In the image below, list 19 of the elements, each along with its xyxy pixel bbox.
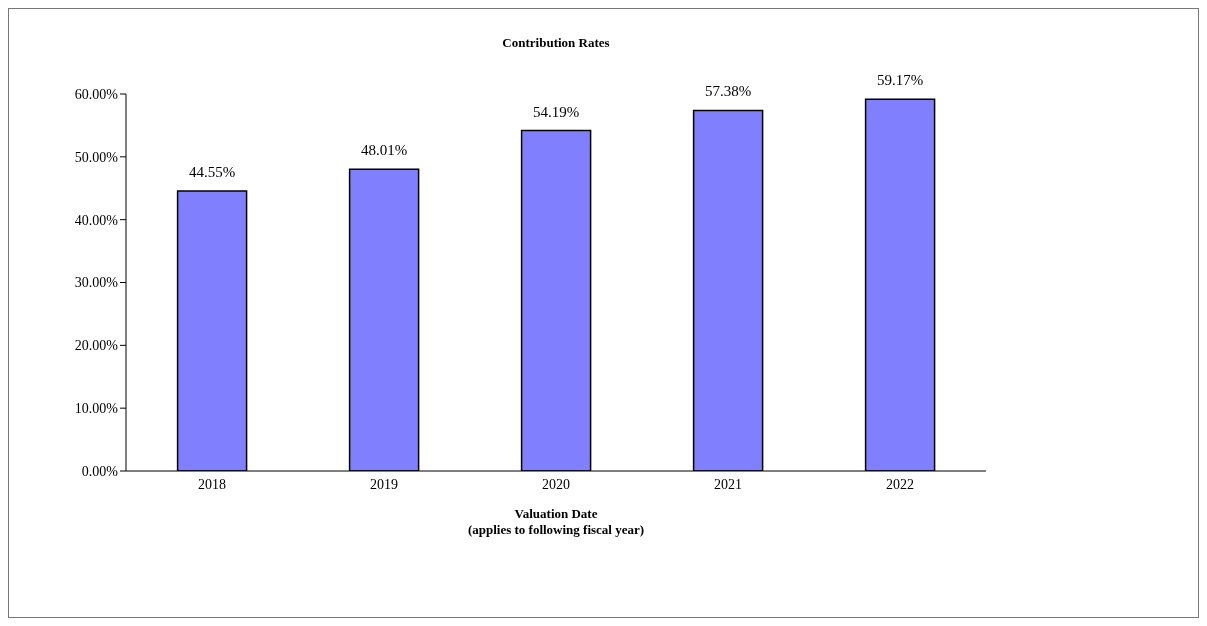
x-tick-label: 2019	[370, 476, 398, 492]
data-label: 48.01%	[360, 142, 408, 159]
y-tick-label: 60.00%	[74, 86, 119, 102]
y-tick-label: 0.00%	[81, 463, 119, 479]
y-tick-label: 50.00%	[74, 149, 119, 165]
data-label: 59.17%	[876, 72, 924, 89]
x-axis-title: Valuation Date (applies to following fiscal year)	[466, 506, 646, 538]
x-tick-label: 2022	[886, 476, 914, 492]
data-label: 54.19%	[532, 103, 580, 120]
y-tick-label: 30.00%	[74, 275, 119, 291]
y-tick-label: 40.00%	[74, 212, 119, 228]
x-tick-label: 2018	[198, 476, 226, 492]
y-tick-label: 20.00%	[74, 338, 119, 354]
x-tick-label: 2020	[542, 476, 570, 492]
y-tick-label: 10.00%	[74, 401, 119, 417]
data-label: 44.55%	[188, 164, 236, 181]
x-tick-label: 2021	[714, 476, 742, 492]
chart-title: Contribution Rates	[501, 35, 611, 51]
data-label: 57.38%	[704, 83, 752, 100]
